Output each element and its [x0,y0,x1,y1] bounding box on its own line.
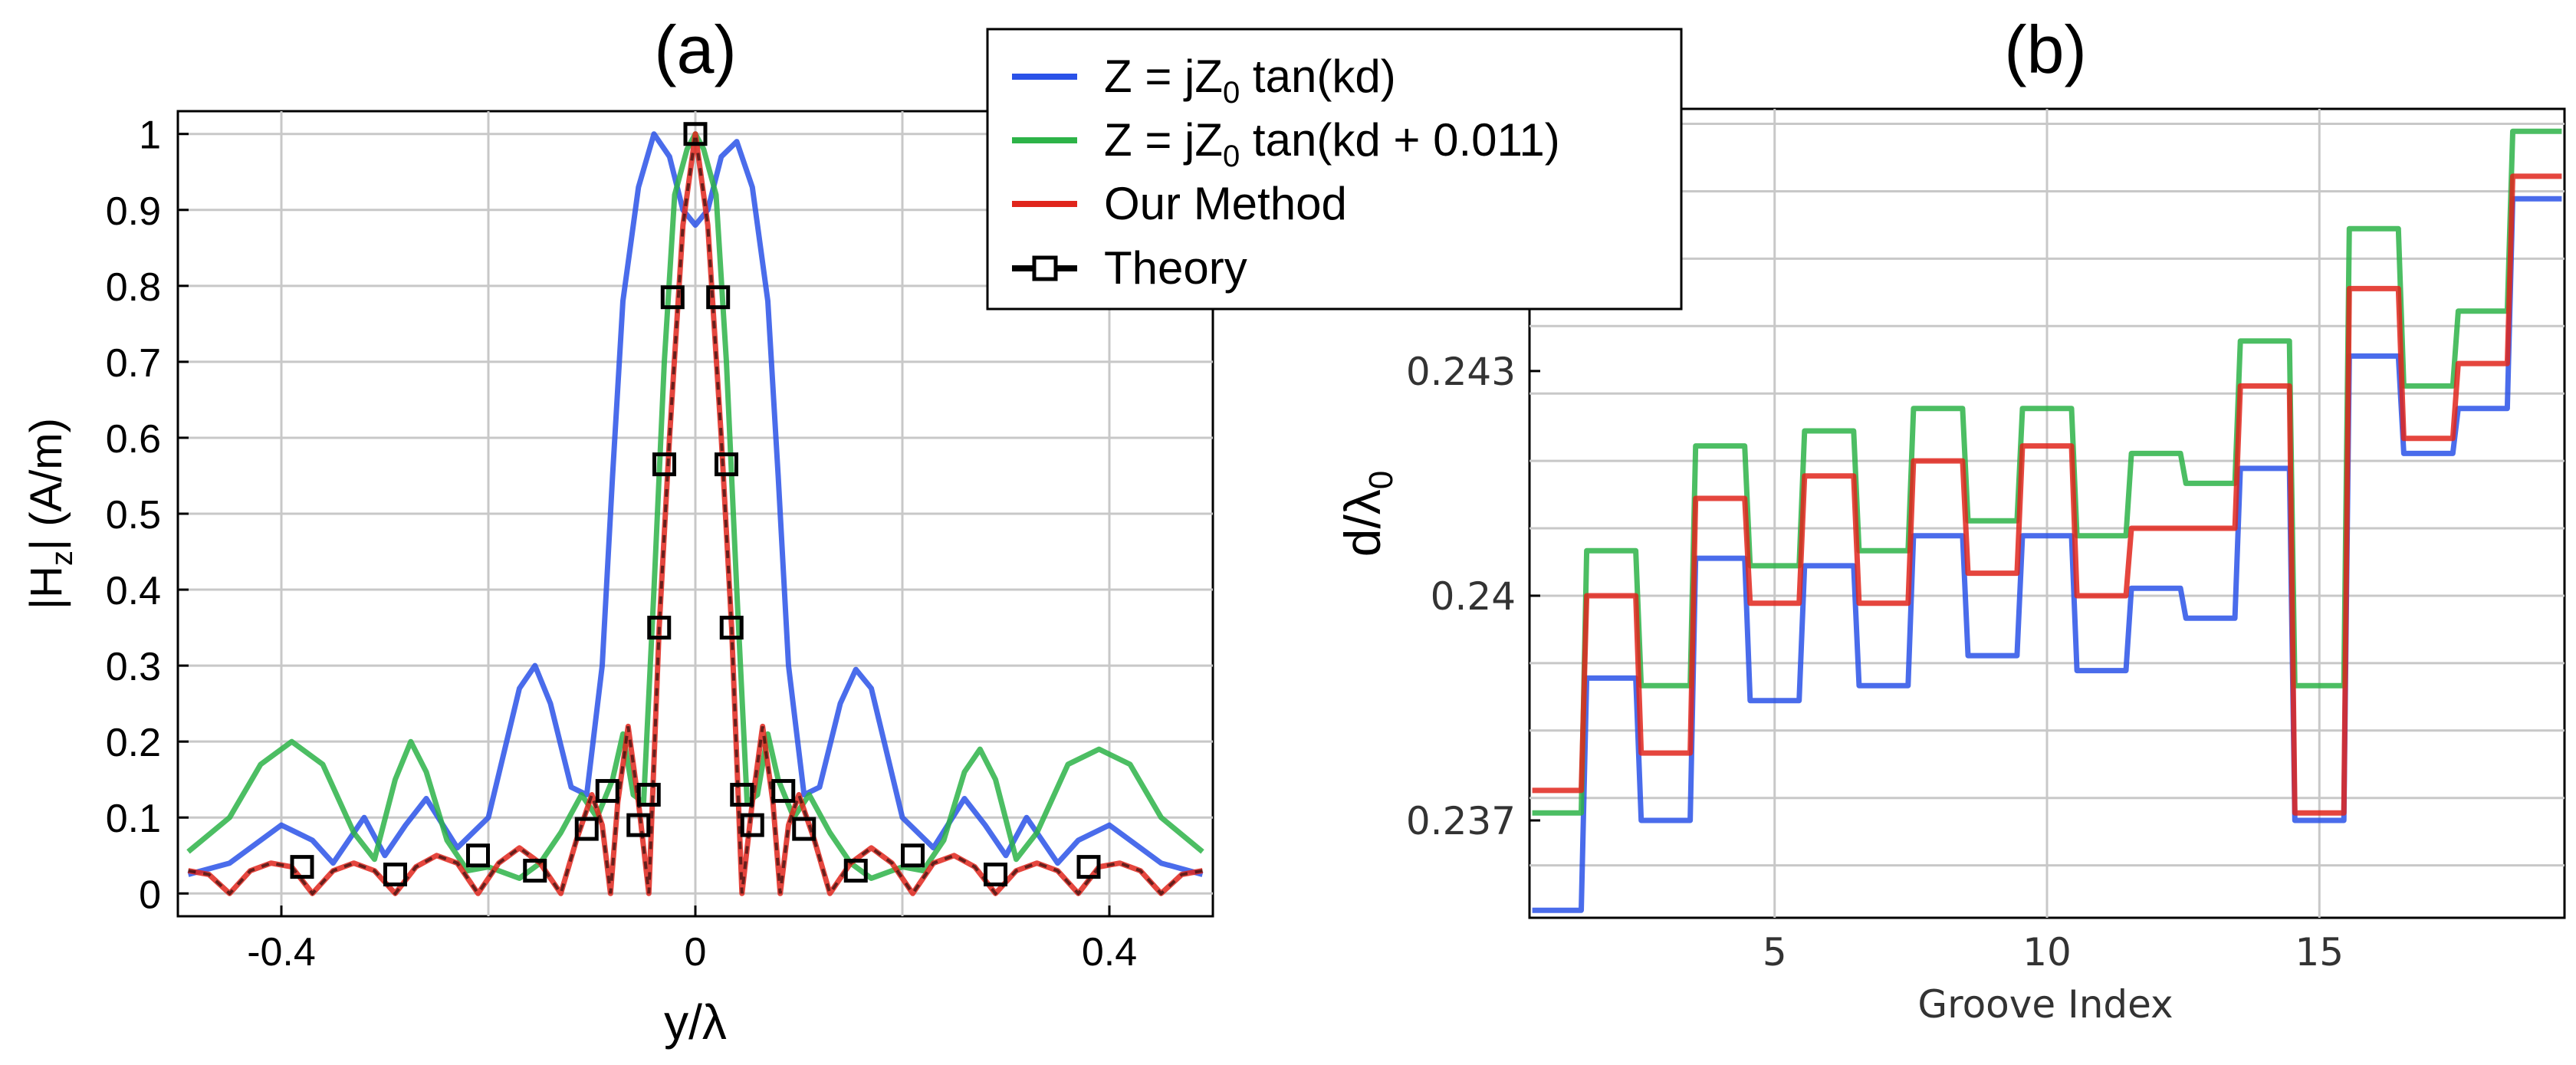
panel-b-ylabel-sub: 0 [1362,471,1400,489]
a-theory-marker-17 [771,779,796,804]
panel-b-chart: 0.237 0.24 0.243 5 10 15 (b) Groove Index d/λ… [1334,12,2566,1027]
legend-box [986,28,1683,311]
b-series-line-red [1532,173,2562,816]
a-theory-marker-8 [647,616,672,640]
legend-entry-red: Our Method [1012,178,1347,229]
b-xtick-label-1: 10 [2022,930,2072,975]
panel-a-theory-markers [290,122,1101,887]
a-ytick-label-0: 0 [139,873,161,917]
a-xtick-label-0: -0.4 [247,930,316,975]
a-theory-marker-11 [683,122,708,146]
a-xtick-label-1: 0 [685,930,707,975]
a-theory-marker-14 [719,616,744,640]
a-ytick-label-4: 0.4 [106,569,161,613]
legend-label-red: Our Method [1104,178,1347,229]
panel-a-ylabel-sub: z [45,551,79,566]
panel-b-xlabel: Groove Index [1917,982,2173,1027]
panel-b-title: (b) [2004,12,2087,87]
a-theory-dashed-line [188,133,1203,897]
a-theory-marker-20 [901,843,925,868]
a-theory-marker-0 [290,855,314,879]
panel-a-xlabel: y/λ [664,994,727,1050]
panel-b-ylabel-main: d/λ [1334,489,1391,557]
a-theory-marker-1 [383,863,407,887]
b-ytick-label-2: 0.243 [1406,350,1516,394]
panel-a-tick-labels: 0 0.1 0.2 0.3 0.4 0.5 0.6 0.7 0.8 0.9 1 -0.4 0 0.4 [106,113,1137,975]
a-theory-marker-12 [706,285,731,310]
a-theory-marker-3 [523,859,547,883]
legend-label-theory: Theory [1104,242,1247,294]
a-theory-marker-10 [660,285,685,310]
a-xtick-label-2: 0.4 [1082,930,1137,975]
b-series-line-green [1532,128,2562,816]
panel-b-tick-labels: 0.237 0.24 0.243 5 10 15 [1406,350,2344,975]
a-theory-marker-22 [1076,855,1101,879]
legend-label-blue: Z = jZ0 tan(kd) [1104,51,1396,110]
legend: Z = jZ0 tan(kd) Z = jZ0 tan(kd + 0.011) … [986,28,1683,311]
a-ytick-label-1: 0.1 [106,797,161,841]
a-ytick-label-10: 1 [139,113,161,158]
legend-entry-blue: Z = jZ0 tan(kd) [1012,51,1396,110]
a-theory-marker-18 [792,817,816,841]
a-theory-marker-9 [652,452,676,477]
a-ytick-label-6: 0.6 [106,417,161,462]
legend-marker-theory [1032,255,1058,281]
a-ytick-label-8: 0.8 [106,265,161,310]
b-xtick-label-0: 5 [1763,930,1787,975]
a-ytick-label-3: 0.3 [106,645,161,689]
a-theory-marker-7 [636,783,661,807]
a-theory-marker-6 [626,813,651,837]
a-ytick-label-7: 0.7 [106,341,161,386]
b-ytick-label-0: 0.237 [1406,799,1516,843]
a-ytick-label-2: 0.2 [106,721,161,765]
a-theory-marker-13 [715,452,738,477]
a-ytick-label-9: 0.9 [106,189,161,234]
panel-a-ylabel-main: |H [21,566,71,610]
panel-a-ylabel-tail: | (A/m) [21,418,71,551]
a-theory-marker-19 [843,859,868,883]
panel-b-ylabel: d/λ0 [1334,471,1400,557]
a-theory-marker-16 [740,813,764,837]
panel-b-series-lines [1532,128,2562,913]
a-theory-marker-5 [595,779,619,804]
b-series-line-blue [1532,196,2562,913]
legend-entry-green: Z = jZ0 tan(kd + 0.011) [1012,114,1560,173]
a-ytick-label-5: 0.5 [106,493,161,537]
panel-a-gridlines [178,111,1213,916]
b-xtick-label-2: 15 [2295,930,2344,975]
panel-a-series-lines [186,131,1204,897]
a-theory-marker-21 [984,863,1007,887]
a-series-line-blue [187,131,1204,877]
legend-entry-theory: Theory [1012,242,1247,294]
legend-label-green: Z = jZ0 tan(kd + 0.011) [1104,114,1560,173]
b-ytick-label-1: 0.24 [1431,574,1516,619]
a-theory-marker-4 [574,817,599,841]
a-theory-marker-2 [466,843,490,868]
panel-a-title: (a) [654,12,737,87]
panel-a-ylabel: |Hz| (A/m) [21,418,79,610]
a-theory-marker-15 [730,783,754,807]
panel-b-gridlines [1530,109,2564,918]
